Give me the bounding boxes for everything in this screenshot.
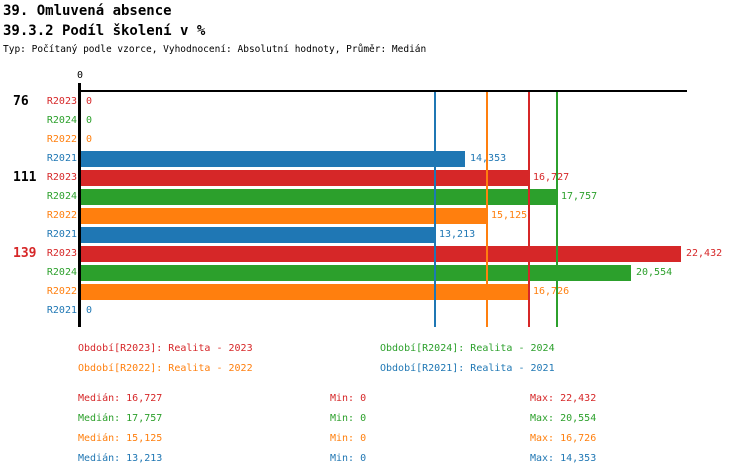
legend-item-r2024: Období[R2024]: Realita - 2024	[380, 343, 555, 354]
stats-row: Medián: 13,213 Min: 0 Max: 14,353	[78, 451, 718, 471]
bar-value-label: 13,213	[439, 229, 476, 240]
median-line-r2021	[434, 92, 436, 327]
series-label: R2023	[46, 248, 77, 259]
stat-max: Max: 16,726	[530, 433, 597, 444]
bar-value-label: 14,353	[470, 153, 507, 164]
series-label: R2023	[46, 96, 77, 107]
y-axis-line	[78, 83, 81, 327]
bar-r2022	[81, 284, 528, 300]
bar-value-label: 0	[86, 96, 93, 107]
report-subtitle: 39.3.2 Podíl školení v %	[3, 23, 206, 39]
series-label: R2023	[46, 172, 77, 183]
x-axis-zero-tick-label: 0	[76, 70, 84, 81]
stats-table: Medián: 16,727 Min: 0 Max: 22,432 Medián: 1…	[78, 391, 718, 475]
legend-item-r2023: Období[R2023]: Realita - 2023	[78, 343, 253, 354]
bar-r2021	[81, 151, 465, 167]
bar-r2022	[81, 208, 486, 224]
group-label: 111	[13, 170, 37, 185]
stat-max: Max: 22,432	[530, 393, 597, 404]
stat-min: Min: 0	[330, 453, 367, 464]
stat-median: Medián: 15,125	[78, 433, 163, 444]
bar-value-label: 22,432	[686, 248, 723, 259]
bar-r2024	[81, 265, 631, 281]
median-line-r2023	[528, 92, 530, 327]
stats-row: Medián: 15,125 Min: 0 Max: 16,726	[78, 431, 718, 451]
bar-r2021	[81, 227, 434, 243]
series-label: R2021	[46, 153, 77, 164]
series-label: R2021	[46, 305, 77, 316]
legend-item-r2021: Období[R2021]: Realita - 2021	[380, 363, 555, 374]
bar-value-label: 15,125	[491, 210, 528, 221]
stat-min: Min: 0	[330, 413, 367, 424]
stats-row: Medián: 17,757 Min: 0 Max: 20,554	[78, 411, 718, 431]
series-label: R2024	[46, 191, 77, 202]
group-label: 139	[13, 246, 37, 261]
report-title: 39. Omluvená absence	[3, 3, 172, 19]
bar-r2023	[81, 246, 681, 262]
bar-value-label: 16,726	[533, 286, 570, 297]
stats-row: Medián: 16,727 Min: 0 Max: 22,432	[78, 391, 718, 411]
series-label: R2024	[46, 267, 77, 278]
stat-max: Max: 14,353	[530, 453, 597, 464]
stat-median: Medián: 17,757	[78, 413, 163, 424]
stat-median: Medián: 16,727	[78, 393, 163, 404]
stat-min: Min: 0	[330, 393, 367, 404]
report-meta: Typ: Počítaný podle vzorce, Vyhodnocení:…	[3, 44, 427, 55]
bar-value-label: 0	[86, 134, 93, 145]
x-axis-line	[78, 90, 687, 92]
stat-median: Medián: 13,213	[78, 453, 163, 464]
stat-max: Max: 20,554	[530, 413, 597, 424]
legend: Období[R2023]: Realita - 2023 Období[R202…	[78, 341, 678, 383]
series-label: R2022	[46, 286, 77, 297]
legend-item-r2022: Období[R2022]: Realita - 2022	[78, 363, 253, 374]
median-line-r2022	[486, 92, 488, 327]
group-label: 76	[13, 94, 29, 109]
bar-value-label: 0	[86, 305, 93, 316]
bar-r2023	[81, 170, 528, 186]
series-label: R2024	[46, 115, 77, 126]
series-label: R2022	[46, 134, 77, 145]
bar-value-label: 0	[86, 115, 93, 126]
bar-value-label: 17,757	[561, 191, 598, 202]
median-line-r2024	[556, 92, 558, 327]
series-label: R2022	[46, 210, 77, 221]
bar-value-label: 16,727	[533, 172, 570, 183]
bar-value-label: 20,554	[636, 267, 673, 278]
series-label: R2021	[46, 229, 77, 240]
stat-min: Min: 0	[330, 433, 367, 444]
bar-r2024	[81, 189, 556, 205]
